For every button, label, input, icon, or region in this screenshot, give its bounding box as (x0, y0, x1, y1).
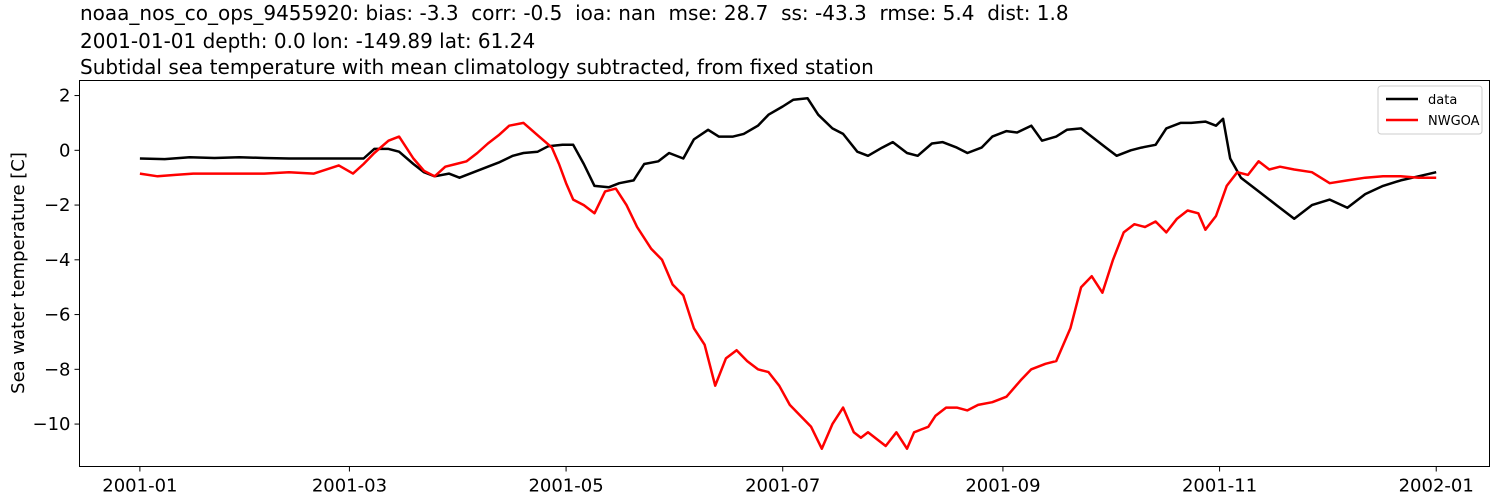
x-tick-label: 2001-05 (528, 476, 603, 497)
chart-title-description: Subtidal sea temperature with mean clima… (80, 55, 874, 79)
y-tick-label: −6 (44, 305, 71, 326)
legend-label-data: data (1428, 93, 1457, 108)
y-tick-label: −8 (44, 359, 71, 380)
y-tick-label: −4 (44, 250, 71, 271)
series-layer (139, 97, 1437, 450)
x-axis: 2001-01 2001-03 2001-05 2001-07 2001-09 2001-… (102, 466, 1474, 497)
axes-frame (79, 80, 1490, 467)
x-tick-label: 2001-11 (1182, 476, 1257, 497)
legend: data NWGOA (1377, 85, 1483, 135)
x-tick-label: 2001-03 (312, 476, 387, 497)
y-tick-label: −2 (44, 195, 71, 216)
chart-title-location: 2001-01-01 depth: 0.0 lon: -149.89 lat: … (80, 29, 536, 53)
legend-label-nwgoa: NWGOA (1428, 114, 1480, 129)
series-line-nwgoa (139, 121, 1437, 450)
y-axis-label: Sea water temperature [C] (8, 152, 29, 394)
series-line-data (139, 97, 1437, 220)
y-tick-label: 0 (59, 140, 70, 161)
x-tick-label: 2001-01 (102, 476, 177, 497)
y-axis: 2 0 −2 −4 −6 −8 −10 (33, 86, 80, 435)
chart-title-metrics: noaa_nos_co_ops_9455920: bias: -3.3 corr… (80, 1, 1069, 25)
x-tick-label: 2001-09 (965, 476, 1040, 497)
y-tick-label: −10 (33, 414, 71, 435)
y-tick-label: 2 (59, 86, 70, 107)
x-tick-label: 2002-01 (1399, 476, 1474, 497)
x-tick-label: 2001-07 (745, 476, 820, 497)
